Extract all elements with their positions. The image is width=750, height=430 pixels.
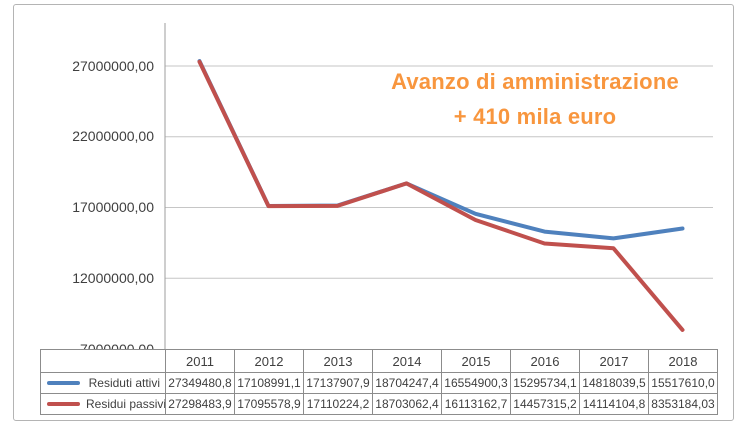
value-cell: 16113162,7	[441, 393, 511, 415]
value-cell: 17108991,1	[234, 372, 304, 394]
table-header-row: 2011 2012 2013 2014 2015 2016 2017 2018	[40, 349, 718, 373]
table-row-residuti-attivi: Residuti attivi 27349480,8 17108991,1 17…	[40, 372, 718, 394]
value-cell: 14457315,2	[510, 393, 580, 415]
y-axis-tick-label: 27000000,00	[72, 58, 154, 74]
series-passivi-legend-marker-icon	[47, 402, 80, 406]
year-header-cell: 2018	[648, 349, 718, 373]
year-header-cell: 2017	[579, 349, 649, 373]
value-cell: 14818039,5	[579, 372, 649, 394]
year-header-cell: 2012	[234, 349, 304, 373]
table-row-residui-passivi: Residui passivi 27298483,9 17095578,9 17…	[40, 393, 718, 415]
annotation-line-2: + 410 mila euro	[453, 104, 617, 129]
year-header-cell: 2014	[372, 349, 442, 373]
value-cell: 17095578,9	[234, 393, 304, 415]
table-corner-cell	[40, 349, 166, 373]
year-header-cell: 2011	[165, 349, 235, 373]
value-cell: 27298483,9	[165, 393, 235, 415]
year-header-cell: 2016	[510, 349, 580, 373]
legend-label-attivi: Residuti attivi	[88, 376, 160, 390]
legend-cell-passivi: Residui passivi	[40, 393, 166, 415]
year-header-cell: 2015	[441, 349, 511, 373]
value-cell: 17137907,9	[303, 372, 373, 394]
year-header-cell: 2013	[303, 349, 373, 373]
value-cell: 18704247,4	[372, 372, 442, 394]
value-cell: 15517610,0	[648, 372, 718, 394]
value-cell: 15295734,1	[510, 372, 580, 394]
value-cell: 14114104,8	[579, 393, 649, 415]
annotation: Avanzo di amministrazione + 410 mila eur…	[355, 64, 715, 134]
annotation-line-1: Avanzo di amministrazione	[391, 69, 679, 94]
y-axis-tick-label: 12000000,00	[72, 270, 154, 286]
value-cell: 16554900,3	[441, 372, 511, 394]
value-cell: 27349480,8	[165, 372, 235, 394]
data-table: 2011 2012 2013 2014 2015 2016 2017 2018 …	[40, 349, 718, 415]
value-cell: 17110224,2	[303, 393, 373, 415]
series-attivi-legend-marker-icon	[47, 381, 80, 385]
y-axis-tick-label: 17000000,00	[72, 199, 154, 215]
value-cell: 8353184,03	[648, 393, 718, 415]
y-axis-tick-label: 22000000,00	[72, 128, 154, 144]
legend-cell-attivi: Residuti attivi	[40, 372, 166, 394]
legend-label-passivi: Residui passivi	[86, 397, 166, 411]
value-cell: 18703062,4	[372, 393, 442, 415]
